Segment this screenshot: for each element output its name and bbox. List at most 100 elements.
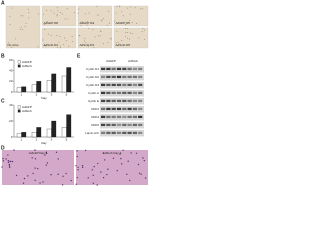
nucleus bbox=[34, 179, 36, 181]
band bbox=[127, 83, 132, 86]
band bbox=[116, 115, 122, 118]
cell bbox=[78, 8, 80, 10]
nucleus bbox=[8, 165, 11, 167]
cell bbox=[97, 35, 99, 37]
nucleus bbox=[45, 151, 48, 153]
band bbox=[116, 91, 122, 94]
cell bbox=[142, 28, 144, 30]
band bbox=[122, 91, 127, 94]
cell bbox=[56, 15, 58, 17]
micrograph-label: No virus bbox=[8, 43, 20, 47]
nucleus bbox=[39, 182, 41, 184]
cell bbox=[64, 18, 66, 20]
nucleus bbox=[130, 152, 132, 154]
panel-label: E bbox=[77, 53, 81, 59]
cell bbox=[62, 13, 64, 15]
nucleus bbox=[137, 163, 140, 166]
nucleus bbox=[65, 172, 67, 175]
x-tick-label: 5 bbox=[66, 137, 68, 141]
band bbox=[111, 75, 116, 78]
band bbox=[138, 99, 143, 102]
cell bbox=[106, 24, 108, 26]
cell bbox=[138, 37, 140, 39]
nucleus bbox=[116, 169, 118, 172]
band bbox=[116, 107, 122, 110]
cell bbox=[87, 45, 89, 47]
cell bbox=[103, 43, 105, 45]
cell bbox=[84, 13, 86, 15]
nucleus bbox=[44, 154, 46, 156]
band bbox=[111, 67, 116, 70]
bar bbox=[31, 132, 37, 138]
cell bbox=[64, 37, 66, 39]
cell bbox=[49, 23, 51, 25]
band bbox=[111, 123, 116, 126]
band bbox=[127, 99, 132, 102]
cell bbox=[44, 45, 46, 47]
figure: A B C E D No virus AdGFP D2 AdGFP D3 AdGFP … bbox=[1, 0, 149, 186]
nucleus bbox=[7, 161, 10, 164]
nucleus bbox=[50, 174, 52, 176]
histology-label: AdSmb Day 3 bbox=[103, 151, 122, 155]
cell bbox=[92, 29, 94, 31]
nucleus bbox=[57, 158, 59, 160]
nucleus bbox=[31, 157, 33, 159]
band bbox=[106, 99, 111, 102]
histology bbox=[2, 150, 74, 185]
cell bbox=[15, 38, 17, 40]
cell bbox=[113, 20, 115, 22]
legend-swatch bbox=[17, 105, 21, 109]
blot-strip bbox=[100, 130, 144, 137]
nucleus bbox=[92, 182, 95, 184]
cell bbox=[22, 15, 24, 17]
cell bbox=[130, 6, 132, 8]
histology bbox=[76, 150, 148, 185]
cell bbox=[60, 47, 62, 49]
blot-strip bbox=[100, 106, 144, 113]
cell bbox=[129, 13, 131, 15]
cell bbox=[44, 24, 46, 26]
legend-label: AdGFP bbox=[22, 60, 32, 64]
micrograph-label: AdGFP D5 bbox=[116, 21, 131, 25]
cell bbox=[67, 18, 69, 20]
cell bbox=[42, 39, 44, 41]
band bbox=[116, 67, 122, 70]
nucleus bbox=[1, 166, 3, 168]
band bbox=[138, 75, 143, 78]
nucleus bbox=[15, 174, 18, 177]
band bbox=[101, 75, 106, 78]
band bbox=[138, 83, 143, 86]
micrograph bbox=[113, 27, 149, 49]
x-tick-label: 5 bbox=[66, 92, 68, 96]
y-tick-label: 20 bbox=[9, 119, 13, 123]
nucleus bbox=[77, 169, 79, 171]
nucleus bbox=[7, 154, 9, 156]
nucleus bbox=[112, 157, 115, 160]
band bbox=[101, 67, 106, 70]
cell bbox=[131, 22, 133, 24]
nucleus bbox=[27, 175, 29, 177]
cell bbox=[141, 31, 143, 33]
band bbox=[116, 83, 122, 86]
nucleus bbox=[119, 153, 121, 155]
nucleus bbox=[34, 167, 36, 169]
nucleus bbox=[42, 181, 44, 183]
nucleus bbox=[102, 176, 105, 179]
cell bbox=[11, 46, 13, 48]
nucleus bbox=[45, 164, 47, 166]
micrograph bbox=[5, 5, 41, 49]
band bbox=[122, 115, 127, 118]
cell bbox=[58, 41, 60, 43]
bar bbox=[16, 133, 22, 138]
nucleus bbox=[70, 179, 72, 182]
nucleus bbox=[140, 173, 142, 175]
blot-row-label: CDK2 bbox=[91, 107, 99, 111]
band bbox=[132, 107, 137, 110]
micrograph-label: AdSmb D2 bbox=[44, 43, 59, 47]
blot-row-label: Lamin A/C bbox=[85, 131, 100, 135]
cell bbox=[25, 22, 27, 24]
nucleus bbox=[97, 162, 99, 165]
band bbox=[132, 67, 137, 70]
band bbox=[111, 107, 116, 110]
band bbox=[106, 107, 111, 110]
